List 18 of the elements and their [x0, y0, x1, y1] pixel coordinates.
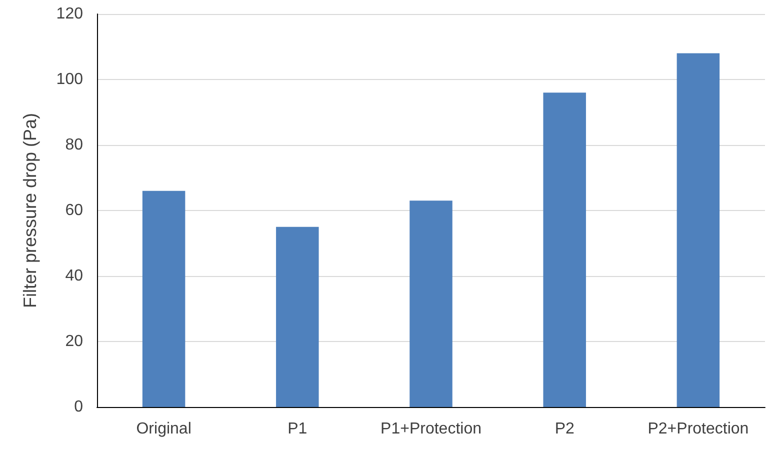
y-tick-label: 20 — [65, 333, 84, 350]
bar — [142, 190, 186, 407]
y-tick-label: 120 — [56, 6, 84, 22]
bar — [276, 226, 319, 407]
y-tick-label: 40 — [65, 268, 84, 284]
y-tick-label: 0 — [74, 398, 84, 416]
y-tick-label: 100 — [56, 71, 84, 88]
bar — [543, 92, 586, 407]
y-axis-title: Filter pressure drop (Pa) — [20, 112, 40, 308]
bar — [676, 53, 720, 407]
y-tick-label: 80 — [65, 136, 84, 154]
y-tick-label: 60 — [65, 202, 84, 219]
x-tick-label: P2 — [554, 420, 574, 438]
x-tick-label: P2+Protection — [648, 420, 749, 438]
x-tick-label: Original — [136, 420, 192, 438]
x-tick-label: P1+Protection — [380, 420, 482, 438]
bar — [410, 200, 452, 407]
x-tick-label: P1 — [288, 420, 308, 438]
